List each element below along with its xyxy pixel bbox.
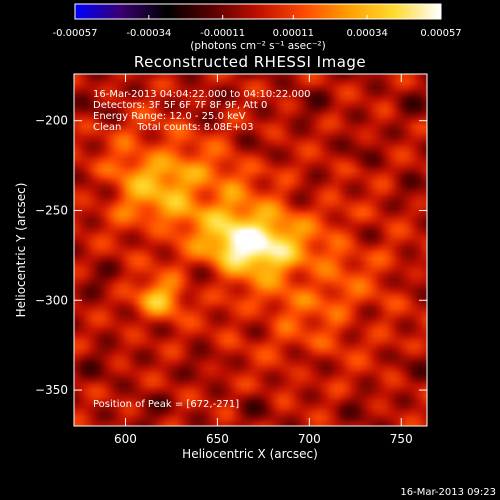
info-line-detectors: Detectors: 3F 5F 6F 7F 8F 9F, Att 0 [93, 100, 267, 111]
y-axis-ticks: −200 −250 −300 −350 [35, 114, 427, 397]
footer-timestamp: 16-Mar-2013 09:23 [400, 487, 496, 498]
info-line-energy: Energy Range: 12.0 - 25.0 keV [93, 111, 246, 122]
colorbar: -0.00057 -0.00034 -0.00011 0.00011 0.00034 0.… [53, 3, 462, 52]
heatmap-image [74, 74, 427, 426]
x-axis-label: Heliocentric X (arcsec) [182, 447, 318, 461]
colorbar-tick-label: 0.00011 [273, 28, 314, 39]
colorbar-ticks: -0.00057 -0.00034 -0.00011 0.00011 0.00034 0.… [53, 15, 462, 39]
x-tick-label: 600 [114, 432, 137, 446]
colorbar-tick-label: -0.00034 [126, 28, 171, 39]
colorbar-tick-label: -0.00011 [200, 28, 245, 39]
x-axis-ticks: 600 650 700 750 [114, 74, 413, 446]
x-tick-label: 700 [298, 432, 321, 446]
y-tick-label: −350 [35, 383, 68, 397]
y-axis-label: Heliocentric Y (arcsec) [14, 183, 28, 318]
x-tick-label: 650 [206, 432, 229, 446]
colorbar-frame [74, 3, 442, 20]
colorbar-tick-label: -0.00057 [53, 28, 98, 39]
colorbar-gradient [75, 4, 441, 19]
y-tick-label: −200 [35, 114, 68, 128]
colorbar-tick-label: 0.00057 [420, 28, 461, 39]
info-line-counts: Clean Total counts: 8.08E+03 [93, 122, 253, 133]
plot-frame [73, 73, 428, 427]
plot-area: 600 650 700 750 −200 −250 −300 −350 16-Mar-201… [35, 73, 428, 446]
x-tick-label: 750 [390, 432, 413, 446]
info-line-time: 16-Mar-2013 04:04:22.000 to 04:10:22.000 [93, 89, 311, 100]
colorbar-tick-label: 0.00034 [346, 28, 387, 39]
y-tick-label: −250 [35, 203, 68, 217]
peak-position-label: Position of Peak = [672,-271] [93, 399, 239, 410]
chart-title: Reconstructed RHESSI Image [134, 53, 366, 71]
info-block: 16-Mar-2013 04:04:22.000 to 04:10:22.000… [93, 89, 311, 133]
colorbar-unit-label: (photons cm⁻² s⁻¹ asec⁻²) [190, 40, 325, 52]
y-tick-label: −300 [35, 293, 68, 307]
